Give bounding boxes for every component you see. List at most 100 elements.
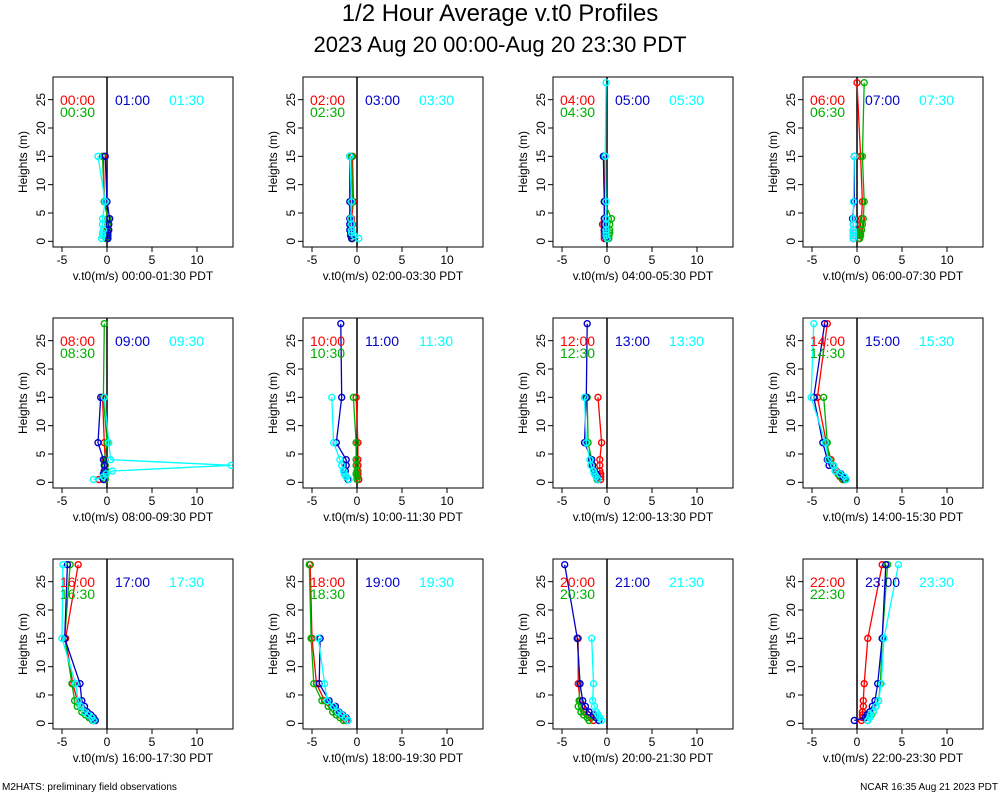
y-tick-label: 20	[284, 603, 298, 617]
series-line-0630	[859, 82, 865, 239]
data-point	[602, 214, 610, 223]
x-tick-label: 10	[190, 735, 204, 749]
y-tick-label: 0	[34, 238, 48, 245]
data-point	[849, 214, 858, 223]
y-tick-label: 10	[534, 660, 548, 674]
y-tick-label: 10	[784, 419, 798, 433]
y-tick-label: 0	[784, 238, 798, 245]
legend-label: 05:30	[669, 92, 704, 108]
legend-label: 02:30	[310, 104, 345, 120]
series-group	[328, 319, 363, 484]
legend-label: 07:30	[919, 92, 954, 108]
data-point	[66, 560, 74, 569]
data-point	[59, 560, 67, 569]
x-tick-label: 0	[604, 253, 611, 267]
y-tick-label: 10	[284, 660, 298, 674]
x-tick-label: 0	[604, 735, 611, 749]
x-tick-label: 0	[354, 253, 361, 267]
series-line-0930	[93, 397, 232, 481]
y-tick-label: 10	[534, 419, 548, 433]
series-line-1330	[583, 397, 599, 480]
data-point	[314, 634, 322, 643]
panel-3: -5 0 5 10 0 5 10 15 20 25 Heights (m) v.t0(m/s) 04:…	[516, 76, 734, 283]
data-point	[602, 197, 610, 206]
chart-title: 1/2 Hour Average v.t0 Profiles	[341, 0, 659, 27]
legend-label: 14:00	[810, 333, 845, 349]
y-tick-label: 10	[34, 178, 48, 192]
y-tick-label: 0	[284, 479, 298, 486]
data-point	[76, 679, 84, 688]
legend-label: 11:30	[419, 333, 453, 349]
y-tick-label: 5	[534, 450, 548, 457]
data-point	[108, 467, 117, 475]
x-tick-label: -5	[557, 735, 568, 749]
legend-label: 15:30	[919, 333, 954, 349]
series-line-1200	[597, 397, 603, 480]
y-tick-label: 25	[34, 334, 48, 348]
data-point	[320, 679, 329, 688]
data-point	[349, 393, 358, 402]
data-point	[894, 560, 903, 569]
legend-label: 21:00	[615, 574, 650, 590]
panel-10: -5 0 5 10 0 5 10 15 20 25 Heights (m) v.t0(m/s) 18:…	[266, 558, 484, 765]
data-point	[807, 393, 815, 402]
panel-5: -5 0 5 10 0 5 10 15 20 25 Heights (m) v.t0(m/s) 08:…	[16, 317, 234, 524]
x-tick-label: -5	[557, 253, 568, 267]
legend-label: 21:30	[669, 574, 704, 590]
legend-label: 18:00	[310, 574, 345, 590]
legend-label: 20:30	[560, 586, 595, 602]
data-point	[89, 475, 98, 484]
legend-label: 15:00	[865, 333, 900, 349]
data-point	[602, 229, 610, 237]
data-point	[80, 708, 89, 716]
legend-label: 17:00	[115, 574, 150, 590]
y-tick-label: 20	[34, 121, 48, 135]
x-tick-label: 5	[649, 253, 656, 267]
legend-label: 01:00	[115, 92, 150, 108]
data-point	[347, 197, 356, 206]
x-axis-label: v.t0(m/s) 22:00-23:30 PDT	[823, 751, 964, 765]
data-point	[336, 455, 344, 464]
legend-label: 04:00	[560, 92, 595, 108]
data-point	[874, 696, 883, 705]
x-tick-label: 0	[354, 494, 361, 508]
data-point	[588, 634, 596, 643]
legend-label: 18:30	[310, 586, 345, 602]
x-tick-label: 10	[940, 735, 954, 749]
plot-frame	[52, 558, 234, 730]
y-tick-label: 20	[784, 603, 798, 617]
legend-label: 09:00	[115, 333, 150, 349]
x-tick-label: 5	[149, 494, 156, 508]
panel-7: -5 0 5 10 0 5 10 15 20 25 Heights (m) v.t0(m/s) 12:…	[516, 317, 734, 524]
data-point	[71, 679, 80, 688]
x-tick-label: 0	[104, 253, 111, 267]
x-axis-label: v.t0(m/s) 18:00-19:30 PDT	[323, 751, 464, 765]
data-point	[102, 470, 110, 478]
y-tick-label: 5	[534, 691, 548, 698]
y-tick-label: 0	[534, 238, 548, 245]
data-point	[338, 393, 346, 402]
y-tick-label: 25	[784, 93, 798, 107]
legend-label: 19:30	[419, 574, 454, 590]
legend-label: 12:00	[560, 333, 595, 349]
x-tick-label: 0	[604, 494, 611, 508]
legend-label: 00:30	[60, 104, 95, 120]
data-point	[829, 461, 838, 470]
legend-label: 03:30	[419, 92, 454, 108]
data-point	[352, 438, 360, 447]
x-tick-label: 5	[399, 494, 406, 508]
data-point	[589, 679, 598, 688]
x-tick-label: -5	[307, 494, 318, 508]
data-point	[58, 634, 66, 643]
legend-label: 04:30	[560, 104, 595, 120]
y-tick-label: 10	[784, 178, 798, 192]
plot-frame	[52, 317, 234, 489]
x-axis-label: v.t0(m/s) 08:00-09:30 PDT	[73, 510, 214, 524]
data-point	[580, 393, 589, 402]
series-line-0600	[856, 82, 864, 239]
y-tick-label: 5	[284, 209, 298, 216]
data-point	[860, 679, 868, 688]
data-point	[849, 197, 858, 206]
legend-label: 11:00	[365, 333, 399, 349]
